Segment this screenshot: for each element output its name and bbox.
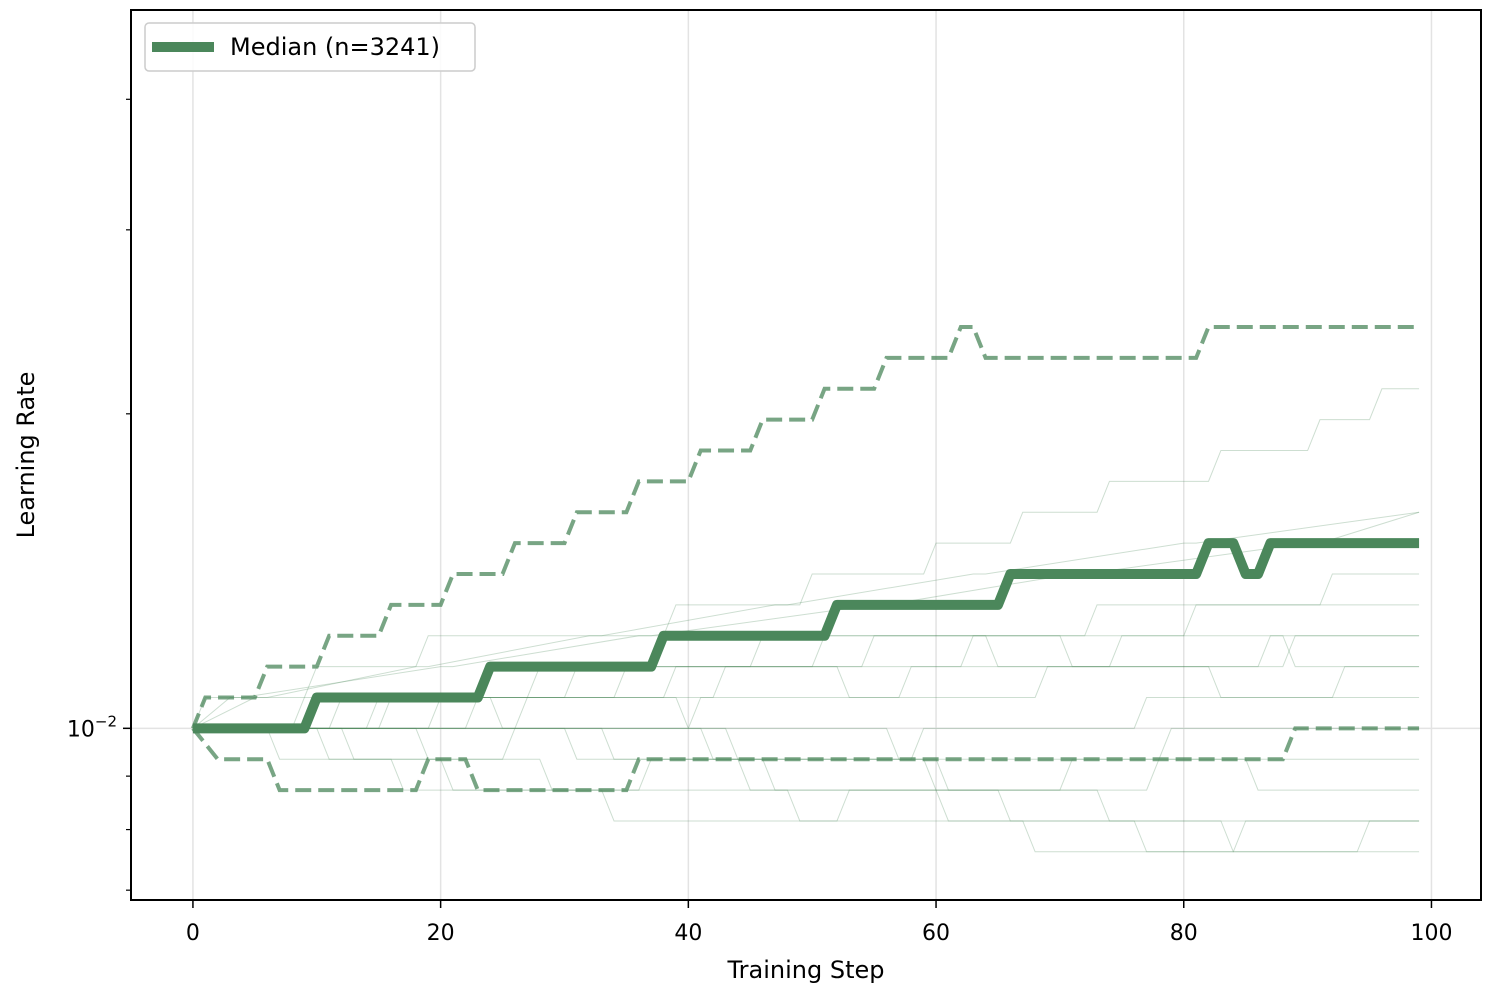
median-line-group bbox=[192, 538, 1420, 734]
sample-trajectory-line bbox=[192, 635, 1420, 729]
sample-trajectory-line bbox=[192, 388, 1420, 729]
x-axis-ticks: 0 20 40 60 80 100 bbox=[186, 900, 1452, 946]
x-tick-label: 20 bbox=[427, 921, 455, 946]
x-tick-label: 60 bbox=[922, 921, 950, 946]
x-tick-label: 100 bbox=[1410, 921, 1452, 946]
sample-trajectories bbox=[192, 388, 1420, 853]
y-tick-label: 10−2 bbox=[67, 712, 117, 742]
x-tick-label: 80 bbox=[1170, 921, 1198, 946]
sample-trajectory-line bbox=[192, 635, 1420, 729]
sample-trajectory-line bbox=[192, 511, 1420, 729]
sample-trajectory-line bbox=[192, 727, 1420, 791]
quantile-lines bbox=[191, 325, 1420, 793]
legend-label-median: Median (n=3241) bbox=[230, 33, 440, 61]
x-axis-label: Training Step bbox=[727, 956, 885, 984]
sample-trajectory-line bbox=[192, 727, 1420, 822]
sample-trajectory-line bbox=[192, 666, 1420, 760]
plot-frame bbox=[130, 9, 1482, 901]
legend: Median (n=3241) bbox=[144, 22, 476, 72]
median-line bbox=[192, 538, 1420, 734]
sample-trajectory-line bbox=[192, 727, 1420, 853]
sample-trajectory-line bbox=[192, 727, 1420, 822]
x-tick-label: 40 bbox=[674, 921, 702, 946]
legend-box bbox=[144, 22, 476, 72]
sample-trajectory-line bbox=[192, 635, 1420, 729]
sample-trajectory-line bbox=[192, 635, 1420, 729]
grid-lines bbox=[131, 10, 1481, 900]
sample-trajectory-line bbox=[192, 727, 1420, 853]
y-axis-label: Learning Rate bbox=[12, 372, 40, 539]
lower-quantile-line bbox=[191, 726, 1420, 793]
y-axis-ticks: 10−2 bbox=[67, 98, 131, 891]
sample-trajectory-line bbox=[192, 573, 1420, 729]
sample-trajectory-line bbox=[192, 604, 1420, 729]
sample-trajectory-line bbox=[192, 727, 1420, 853]
sample-trajectory-line bbox=[192, 696, 1420, 760]
upper-quantile-line bbox=[191, 325, 1420, 730]
x-tick-label: 0 bbox=[186, 921, 200, 946]
